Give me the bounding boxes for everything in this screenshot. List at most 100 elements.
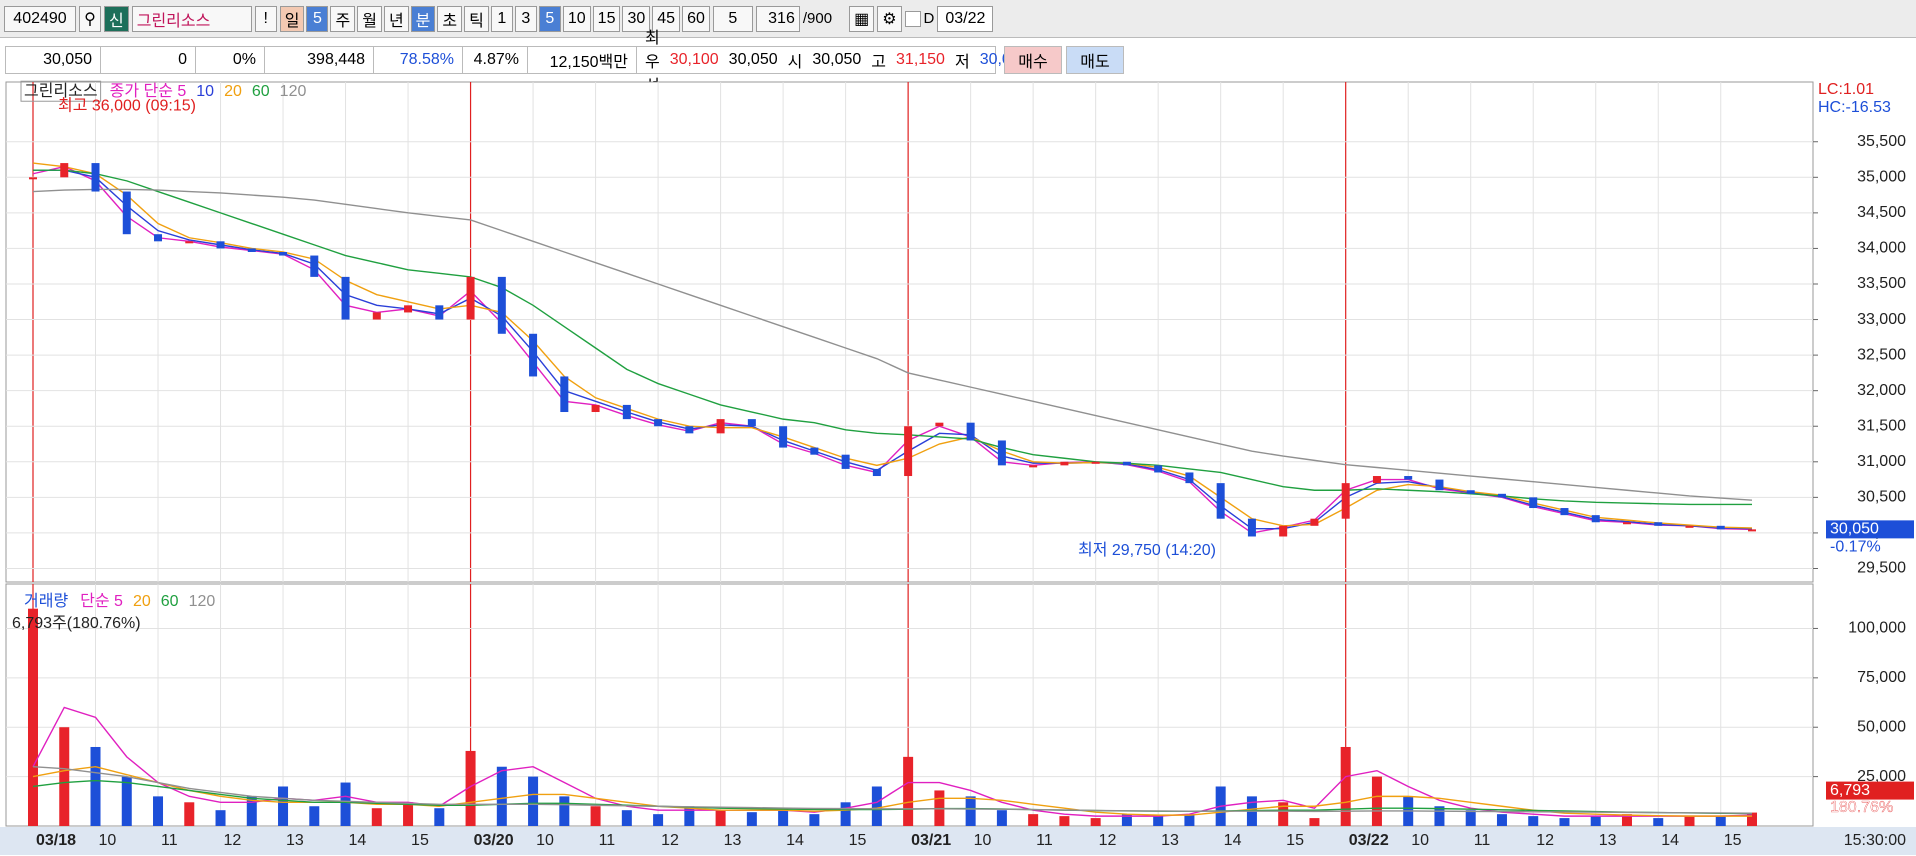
candle bbox=[91, 163, 100, 192]
candle bbox=[279, 251, 288, 256]
legend-entry: 60 bbox=[161, 593, 179, 610]
x-tick-label: 03/22 bbox=[1349, 832, 1389, 849]
buy-button[interactable]: 매수 bbox=[1004, 46, 1062, 74]
volume-bar bbox=[215, 810, 226, 826]
period-button[interactable]: 30 bbox=[622, 5, 651, 32]
x-tick-label: 13 bbox=[1161, 832, 1179, 849]
period-button[interactable]: 1 bbox=[490, 5, 513, 32]
candle bbox=[1748, 529, 1756, 532]
candle bbox=[1622, 522, 1631, 525]
volume-bar bbox=[1028, 814, 1039, 826]
y-tick-label: 29,500 bbox=[1857, 560, 1906, 577]
count[interactable]: 316 bbox=[755, 5, 800, 32]
period-button[interactable]: 년 bbox=[383, 5, 409, 32]
ma-line bbox=[32, 188, 1753, 501]
candle bbox=[497, 276, 506, 334]
period-button[interactable]: 10 bbox=[562, 5, 591, 32]
tool[interactable]: ▦ bbox=[849, 5, 875, 32]
tag[interactable]: 신 bbox=[104, 5, 129, 32]
candle bbox=[154, 234, 163, 242]
volume-bar bbox=[653, 814, 664, 826]
stock-name[interactable]: 그린리소스 bbox=[131, 5, 252, 32]
volume-bar bbox=[746, 812, 757, 826]
legend-entry: 120 bbox=[280, 83, 307, 100]
period-button[interactable]: 월 bbox=[357, 5, 382, 32]
period-button[interactable]: 일 bbox=[279, 5, 305, 32]
count-max: /900 bbox=[802, 10, 833, 27]
change-label: -0.17% bbox=[1830, 539, 1881, 556]
tool[interactable]: ⚙ bbox=[877, 5, 902, 32]
legend-entry: 단순 5 bbox=[80, 592, 123, 610]
candle bbox=[1372, 476, 1381, 484]
volume-bar bbox=[1309, 818, 1320, 826]
change: 0 bbox=[100, 46, 196, 74]
code[interactable]: 402490 bbox=[4, 5, 76, 32]
candle bbox=[1341, 483, 1350, 519]
candle bbox=[216, 241, 225, 249]
period-button[interactable]: 5 bbox=[306, 5, 329, 32]
candle bbox=[872, 468, 881, 477]
x-tick-label: 13 bbox=[286, 832, 304, 849]
label: 고 bbox=[871, 54, 887, 71]
volume-bar bbox=[715, 810, 726, 826]
y-tick-label: 35,500 bbox=[1857, 133, 1906, 150]
period-button[interactable]: 45 bbox=[652, 5, 681, 32]
bid: 30,050 bbox=[728, 51, 778, 68]
x-tick-label: 15 bbox=[849, 832, 867, 849]
checkbox[interactable] bbox=[904, 10, 921, 27]
x-axis-band bbox=[0, 827, 1916, 855]
x-tick-label: 11 bbox=[1036, 832, 1053, 849]
x-tick-label: 12 bbox=[1536, 832, 1554, 849]
candle bbox=[935, 422, 944, 427]
volume-bar bbox=[621, 810, 632, 826]
legend-entry: 60 bbox=[252, 83, 270, 100]
volume-bar bbox=[1465, 810, 1476, 826]
x-tick-label: 12 bbox=[661, 832, 679, 849]
volume-bar bbox=[840, 802, 851, 826]
turnover: 4.87% bbox=[462, 46, 528, 74]
period-button[interactable]: 15 bbox=[592, 5, 621, 32]
volume-bar bbox=[246, 796, 257, 826]
x-tick-label: 15 bbox=[1286, 832, 1304, 849]
hc: HC:-16.53 bbox=[1818, 99, 1891, 116]
period-button[interactable]: 60 bbox=[682, 5, 710, 32]
unit[interactable]: 5 bbox=[712, 5, 753, 32]
candle bbox=[966, 422, 975, 441]
candle bbox=[560, 376, 569, 413]
volume-bar bbox=[1434, 806, 1445, 826]
x-tick-label: 10 bbox=[974, 832, 992, 849]
x-tick-label: 13 bbox=[1599, 832, 1617, 849]
volume-bar bbox=[996, 810, 1007, 826]
x-tick-label: 10 bbox=[1411, 832, 1429, 849]
period-button[interactable]: 3 bbox=[514, 5, 537, 32]
last-volume-label: 6,793 bbox=[1830, 782, 1870, 799]
period-button[interactable]: 주 bbox=[330, 5, 356, 32]
candle bbox=[591, 404, 600, 413]
time-label: 15:30:00 bbox=[1844, 832, 1906, 849]
low-annotation: 최저 29,750 (14:20) bbox=[1078, 541, 1216, 559]
d-label: D bbox=[923, 10, 935, 27]
candle bbox=[1216, 483, 1225, 519]
period-button[interactable]: 분 bbox=[410, 5, 436, 32]
high-annotation: 최고 36,000 (09:15) bbox=[58, 96, 196, 114]
candle bbox=[904, 426, 913, 477]
x-tick-label: 12 bbox=[1099, 832, 1117, 849]
y-tick-label: 75,000 bbox=[1857, 669, 1906, 686]
ma-line bbox=[32, 162, 1753, 529]
period-button[interactable]: 틱 bbox=[464, 5, 489, 32]
volume-bar bbox=[1653, 818, 1664, 826]
candle bbox=[185, 241, 194, 244]
volume-bar bbox=[1559, 818, 1570, 826]
period-button[interactable]: 5 bbox=[538, 5, 561, 32]
volume-bar bbox=[59, 727, 70, 826]
legend-title: 그린리소스 bbox=[24, 82, 98, 100]
period-button[interactable]: 초 bbox=[437, 5, 463, 32]
search[interactable]: ⚲ bbox=[79, 5, 101, 32]
legend-entry: 10 bbox=[196, 83, 214, 100]
volume-bar bbox=[590, 806, 601, 826]
date[interactable]: 03/22 bbox=[937, 5, 994, 32]
candle bbox=[1497, 493, 1506, 498]
alert[interactable]: ! bbox=[254, 5, 277, 32]
volume-bar bbox=[403, 802, 414, 826]
sell-button[interactable]: 매도 bbox=[1066, 46, 1124, 74]
